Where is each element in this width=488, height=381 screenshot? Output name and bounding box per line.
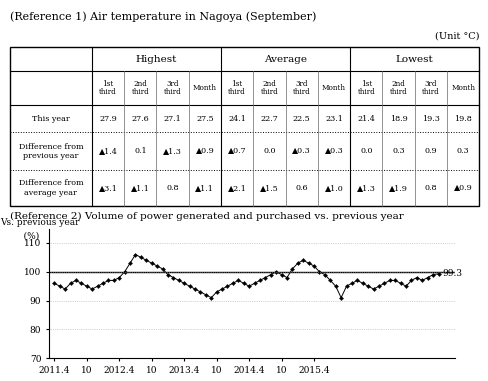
Text: Highest: Highest	[136, 54, 177, 64]
Text: Month: Month	[192, 84, 217, 92]
Text: Lowest: Lowest	[395, 54, 433, 64]
Text: 2nd
third: 2nd third	[389, 80, 407, 96]
Text: 99.3: 99.3	[442, 269, 462, 278]
Text: 3rd
third: 3rd third	[292, 80, 310, 96]
Text: 0.1: 0.1	[134, 147, 146, 155]
Text: (Unit °C): (Unit °C)	[434, 31, 478, 40]
Text: 18.9: 18.9	[389, 115, 407, 123]
Text: 27.9: 27.9	[99, 115, 117, 123]
Text: 2nd
third: 2nd third	[260, 80, 278, 96]
Text: ▲1.5: ▲1.5	[260, 184, 278, 192]
Text: ▲1.3: ▲1.3	[356, 184, 375, 192]
Text: ▲1.1: ▲1.1	[195, 184, 214, 192]
Text: ▲1.9: ▲1.9	[388, 184, 407, 192]
Text: Month: Month	[450, 84, 474, 92]
Text: 0.3: 0.3	[391, 147, 404, 155]
Text: ▲0.9: ▲0.9	[453, 184, 471, 192]
Text: 19.3: 19.3	[421, 115, 439, 123]
Text: This year: This year	[32, 115, 70, 123]
Text: 0.8: 0.8	[424, 184, 436, 192]
Text: 0.0: 0.0	[359, 147, 372, 155]
Text: 3rd
third: 3rd third	[163, 80, 181, 96]
Text: 1st
third: 1st third	[99, 80, 117, 96]
Text: 27.1: 27.1	[163, 115, 181, 123]
Text: Month: Month	[321, 84, 346, 92]
Text: ▲1.0: ▲1.0	[324, 184, 343, 192]
Text: ▲0.3: ▲0.3	[292, 147, 310, 155]
Text: 0.6: 0.6	[295, 184, 307, 192]
Text: 23.1: 23.1	[325, 115, 342, 123]
Text: Difference from
average year: Difference from average year	[19, 179, 83, 197]
Text: Difference from
previous year: Difference from previous year	[19, 142, 83, 160]
Text: 2nd
third: 2nd third	[131, 80, 149, 96]
Text: 0.3: 0.3	[456, 147, 468, 155]
Text: Vs. previous year: Vs. previous year	[0, 218, 80, 227]
Text: Average: Average	[264, 54, 306, 64]
Text: (%): (%)	[12, 231, 40, 240]
Text: 1st
third: 1st third	[357, 80, 374, 96]
Text: (Reference 2) Volume of power generated and purchased vs. previous year: (Reference 2) Volume of power generated …	[10, 211, 403, 221]
Text: ▲0.7: ▲0.7	[227, 147, 246, 155]
Text: ▲1.3: ▲1.3	[163, 147, 182, 155]
Text: ▲0.3: ▲0.3	[324, 147, 343, 155]
Text: ▲0.9: ▲0.9	[195, 147, 214, 155]
Text: ▲1.4: ▲1.4	[99, 147, 117, 155]
Text: 1st
third: 1st third	[228, 80, 245, 96]
Text: ▲2.1: ▲2.1	[227, 184, 246, 192]
Text: 22.7: 22.7	[260, 115, 278, 123]
Text: ▲3.1: ▲3.1	[99, 184, 117, 192]
Text: 3rd
third: 3rd third	[421, 80, 439, 96]
Text: 0.9: 0.9	[424, 147, 436, 155]
Text: 22.5: 22.5	[292, 115, 310, 123]
Text: 0.0: 0.0	[263, 147, 275, 155]
Text: ▲1.1: ▲1.1	[131, 184, 149, 192]
Text: 21.4: 21.4	[357, 115, 374, 123]
Text: 0.8: 0.8	[166, 184, 179, 192]
Text: 27.5: 27.5	[196, 115, 213, 123]
Text: 24.1: 24.1	[228, 115, 245, 123]
Text: (Reference 1) Air temperature in Nagoya (September): (Reference 1) Air temperature in Nagoya …	[10, 11, 316, 22]
Text: 19.8: 19.8	[453, 115, 471, 123]
Text: 27.6: 27.6	[131, 115, 149, 123]
